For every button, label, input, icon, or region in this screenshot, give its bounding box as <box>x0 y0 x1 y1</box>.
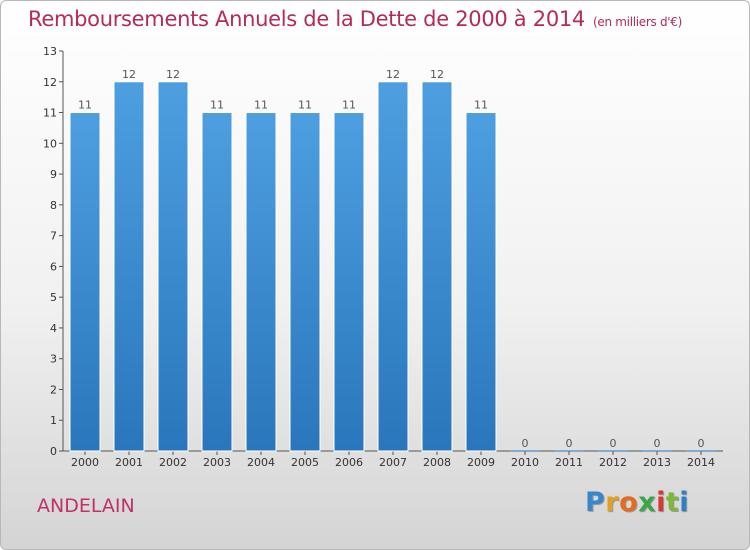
x-tick-label: 2008 <box>423 456 451 469</box>
y-tick-label: 9 <box>50 168 57 181</box>
y-tick-label: 12 <box>43 76 57 89</box>
logo-letter: i <box>656 487 666 518</box>
bar-value-label: 12 <box>386 68 400 81</box>
bar-value-label: 12 <box>122 68 136 81</box>
chart-subtitle: (en milliers d'€) <box>593 15 683 29</box>
x-tick-label: 2007 <box>379 456 407 469</box>
y-tick-label: 13 <box>43 45 57 58</box>
logo-letter: r <box>605 487 620 518</box>
y-tick-label: 3 <box>50 353 57 366</box>
bar <box>201 112 233 452</box>
bar-value-label: 0 <box>654 437 661 450</box>
chart-bars <box>69 81 716 452</box>
bar-value-label: 0 <box>698 437 705 450</box>
y-tick-label: 0 <box>50 445 57 458</box>
x-tick-label: 2010 <box>511 456 539 469</box>
bar-value-label: 11 <box>298 99 312 112</box>
x-tick-label: 2003 <box>203 456 231 469</box>
y-tick-label: 6 <box>50 260 57 273</box>
logo-letter: o <box>619 487 639 518</box>
bar <box>113 81 145 452</box>
bar-value-label: 0 <box>610 437 617 450</box>
y-tick-label: 1 <box>50 414 57 427</box>
x-tick-label: 2001 <box>115 456 143 469</box>
x-tick-label: 2005 <box>291 456 319 469</box>
x-tick-label: 2000 <box>71 456 99 469</box>
bar <box>157 81 189 452</box>
bar-value-label: 11 <box>78 99 92 112</box>
bar-value-label: 11 <box>254 99 268 112</box>
chart-title-text: Remboursements Annuels de la Dette de 20… <box>28 7 585 31</box>
commune-name: ANDELAIN <box>37 495 135 517</box>
y-tick-label: 11 <box>43 107 57 120</box>
y-tick-label: 8 <box>50 199 57 212</box>
y-tick-label: 7 <box>50 230 57 243</box>
bar <box>245 112 277 452</box>
bar-value-label: 0 <box>522 437 529 450</box>
bar <box>465 112 497 452</box>
bar-value-label: 12 <box>430 68 444 81</box>
logo-letter: P <box>585 487 606 518</box>
bar <box>289 112 321 452</box>
bar-value-label: 0 <box>566 437 573 450</box>
x-tick-label: 2006 <box>335 456 363 469</box>
bar-value-label: 11 <box>342 99 356 112</box>
logo-letter: t <box>665 487 680 518</box>
bar-value-label: 11 <box>210 99 224 112</box>
bar-value-label: 12 <box>166 68 180 81</box>
chart-title: Remboursements Annuels de la Dette de 20… <box>28 7 682 31</box>
x-tick-label: 2014 <box>687 456 715 469</box>
bar <box>421 81 453 452</box>
y-tick-label: 5 <box>50 291 57 304</box>
bar-value-label: 11 <box>474 99 488 112</box>
y-tick-label: 4 <box>50 322 57 335</box>
x-tick-label: 2009 <box>467 456 495 469</box>
bar <box>333 112 365 452</box>
logo-letter: i <box>679 487 690 518</box>
x-tick-label: 2004 <box>247 456 275 469</box>
y-tick-label: 10 <box>43 137 57 150</box>
proxiti-logo: Proxiti <box>585 487 689 518</box>
x-tick-label: 2013 <box>643 456 671 469</box>
bar <box>69 112 101 452</box>
chart-data-labels: 11 12 12 11 11 11 11 12 12 11 0 0 0 0 0 <box>78 68 705 450</box>
x-tick-label: 2011 <box>555 456 583 469</box>
x-tick-label: 2002 <box>159 456 187 469</box>
x-tick-label: 2012 <box>599 456 627 469</box>
bar <box>377 81 409 452</box>
y-tick-label: 2 <box>50 383 57 396</box>
logo-letter: x <box>638 487 657 518</box>
